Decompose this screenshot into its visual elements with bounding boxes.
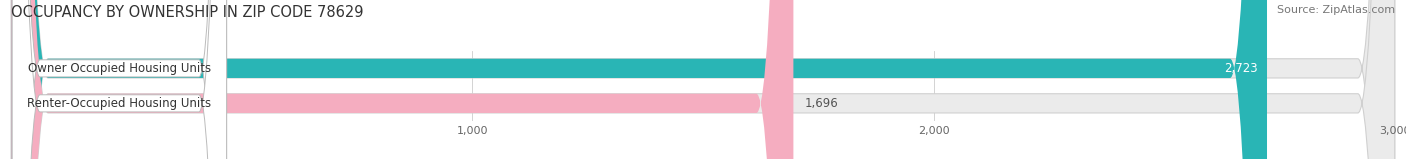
- Text: Source: ZipAtlas.com: Source: ZipAtlas.com: [1277, 5, 1395, 15]
- FancyBboxPatch shape: [13, 0, 226, 159]
- Text: OCCUPANCY BY OWNERSHIP IN ZIP CODE 78629: OCCUPANCY BY OWNERSHIP IN ZIP CODE 78629: [11, 5, 364, 20]
- Text: 1,696: 1,696: [804, 97, 838, 110]
- FancyBboxPatch shape: [11, 0, 793, 159]
- FancyBboxPatch shape: [11, 0, 1267, 159]
- Text: Owner Occupied Housing Units: Owner Occupied Housing Units: [28, 62, 211, 75]
- Text: Renter-Occupied Housing Units: Renter-Occupied Housing Units: [27, 97, 211, 110]
- Text: 2,723: 2,723: [1225, 62, 1258, 75]
- FancyBboxPatch shape: [11, 0, 1395, 159]
- FancyBboxPatch shape: [13, 0, 226, 159]
- FancyBboxPatch shape: [11, 0, 1395, 159]
